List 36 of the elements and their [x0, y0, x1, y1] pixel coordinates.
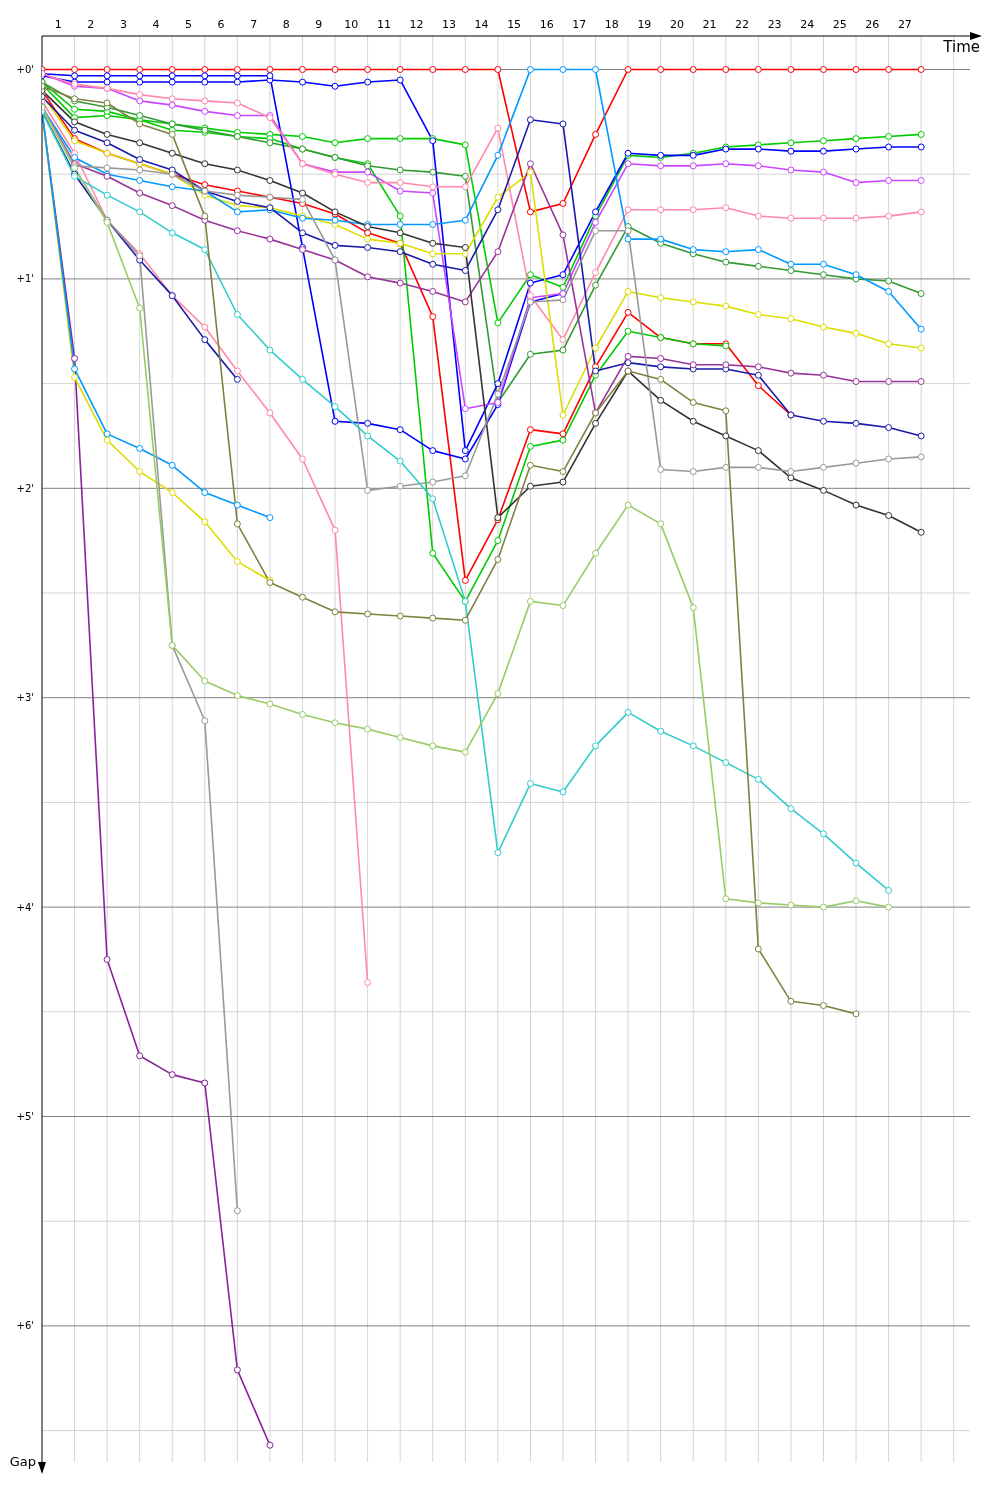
x-tick-label: 22 [735, 18, 750, 31]
y-tick-label: +5' [16, 1111, 34, 1123]
y-tick-label: +6' [16, 1320, 34, 1332]
y-tick-label: +3' [16, 692, 34, 704]
x-tick-label: 24 [800, 18, 815, 31]
x-tick-label: 7 [250, 18, 258, 31]
x-tick-label: 8 [282, 18, 290, 31]
y-tick-label: +0' [16, 64, 34, 76]
y-tick-label: +2' [16, 482, 34, 494]
x-tick-label: 11 [376, 18, 391, 31]
x-axis-title: Time [943, 38, 980, 56]
x-tick-label: 16 [539, 18, 554, 31]
x-tick-label: 5 [185, 18, 193, 31]
x-tick-label: 1 [54, 18, 62, 31]
x-tick-label: 14 [474, 18, 489, 31]
x-tick-label: 13 [442, 18, 457, 31]
y-axis-title: Gap [9, 1454, 36, 1469]
x-tick-label: 4 [152, 18, 160, 31]
x-tick-label: 12 [409, 18, 424, 31]
x-tick-label: 6 [217, 18, 225, 31]
x-tick-label: 26 [865, 18, 880, 31]
x-tick-label: 15 [507, 18, 522, 31]
x-tick-label: 18 [604, 18, 619, 31]
x-tick-label: 21 [702, 18, 717, 31]
x-tick-label: 23 [767, 18, 782, 31]
x-tick-label: 19 [637, 18, 652, 31]
y-tick-label: +4' [16, 901, 34, 913]
x-tick-label: 10 [344, 18, 359, 31]
y-tick-label: +1' [16, 273, 34, 285]
x-tick-label: 2 [87, 18, 95, 31]
x-tick-label: 20 [669, 18, 684, 31]
x-tick-label: 27 [897, 18, 912, 31]
x-tick-label: 25 [832, 18, 847, 31]
x-tick-label: 17 [572, 18, 587, 31]
x-tick-label: 3 [119, 18, 127, 31]
x-tick-label: 9 [315, 18, 323, 31]
